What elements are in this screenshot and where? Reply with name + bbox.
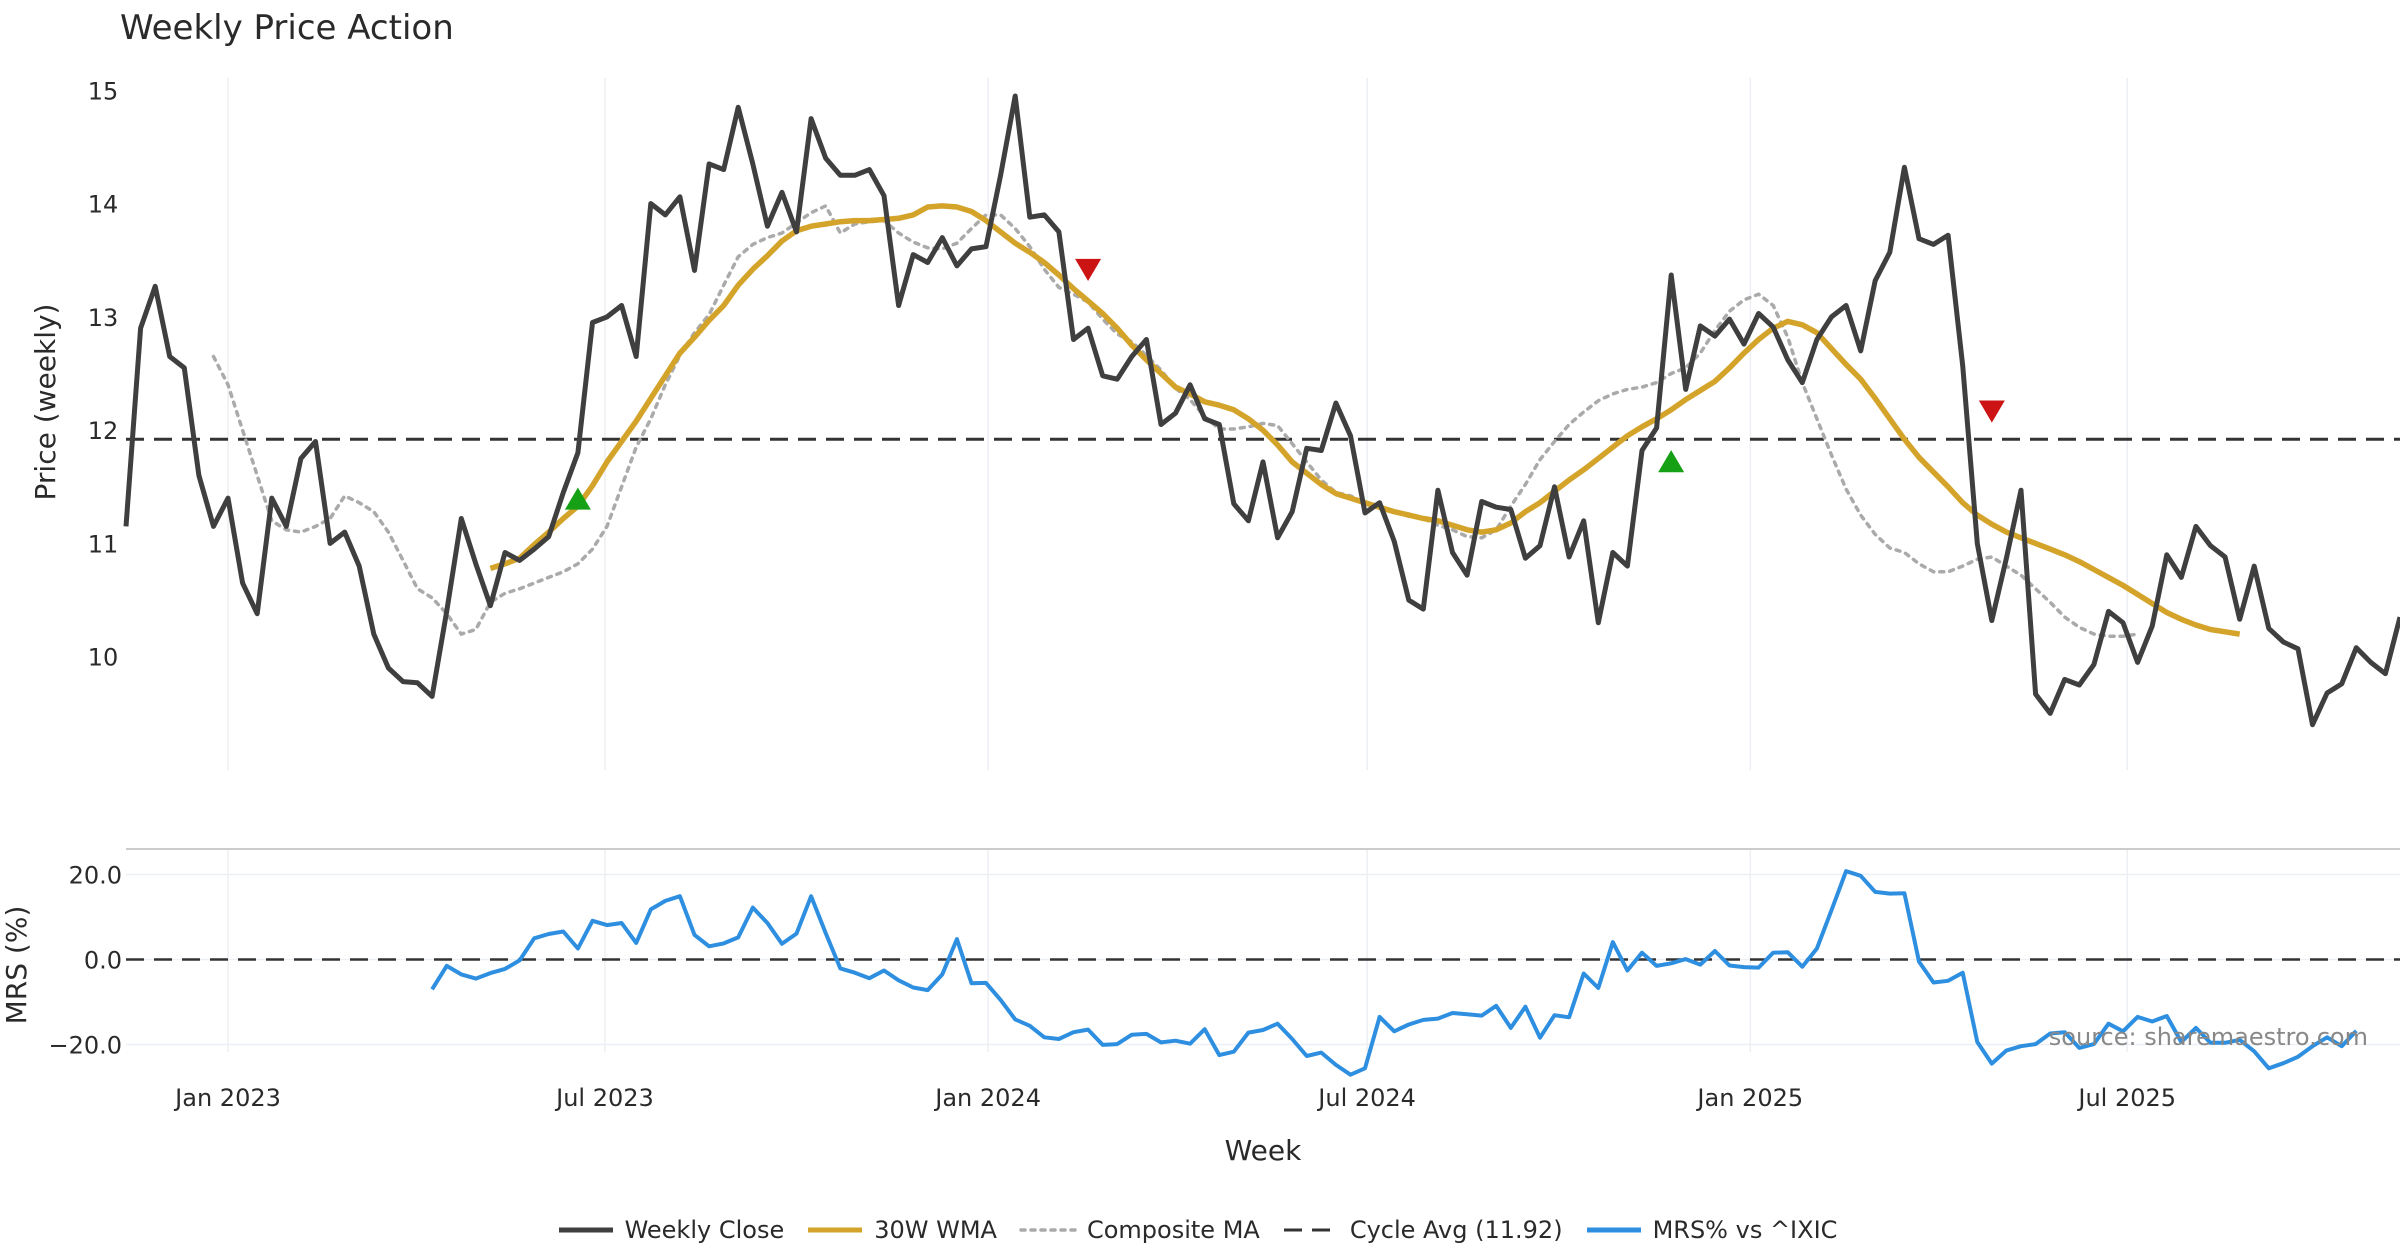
legend-swatch bbox=[1283, 1228, 1338, 1232]
legend-item: MRS% vs ^IXIC bbox=[1585, 1216, 1838, 1244]
y-axis-title-price: Price (weekly) bbox=[29, 304, 62, 501]
signal-markers bbox=[564, 258, 2005, 510]
x-tick-label: Jan 2025 bbox=[1695, 1084, 1803, 1112]
legend-label: MRS% vs ^IXIC bbox=[1652, 1216, 1838, 1244]
mrs-y-tick-label: 0.0 bbox=[84, 947, 122, 975]
x-tick-label: Jan 2023 bbox=[173, 1084, 281, 1112]
x-tick-label: Jul 2025 bbox=[2076, 1084, 2176, 1112]
price-y-tick-label: 15 bbox=[88, 77, 119, 105]
price-y-ticks: 10 11 12 13 14 15 bbox=[88, 77, 119, 671]
buy-signal-marker bbox=[1658, 450, 1685, 473]
sell-signal-marker bbox=[1075, 258, 1102, 281]
wma-30w-line bbox=[489, 203, 2241, 637]
buy-signal-marker bbox=[564, 487, 591, 510]
legend-label: Cycle Avg (11.92) bbox=[1349, 1216, 1563, 1244]
legend-swatch bbox=[1019, 1228, 1077, 1232]
legend-swatch bbox=[1586, 1227, 1641, 1233]
legend-label: Composite MA bbox=[1086, 1216, 1260, 1244]
mrs-line bbox=[430, 869, 2358, 1077]
legend-item: Weekly Close bbox=[557, 1216, 785, 1244]
mrs-gridlines bbox=[126, 850, 2400, 1052]
mrs-y-tick-label: 20.0 bbox=[69, 862, 122, 890]
legend-swatch bbox=[808, 1227, 863, 1233]
x-tick-label: Jan 2024 bbox=[933, 1084, 1041, 1112]
price-gridlines bbox=[227, 78, 2128, 770]
sell-signal-marker bbox=[1978, 400, 2005, 423]
price-y-tick-label: 12 bbox=[88, 417, 119, 445]
legend-label: 30W WMA bbox=[874, 1216, 997, 1244]
price-y-tick-label: 10 bbox=[88, 644, 119, 672]
source-annotation: source: sharemaestro.com bbox=[2049, 1023, 2368, 1051]
price-chart: Weekly Price Action 10 11 12 13 14 15 20.0 0.0… bbox=[0, 8, 2400, 1167]
legend-swatch bbox=[558, 1227, 613, 1233]
legend-label: Weekly Close bbox=[624, 1216, 785, 1244]
mrs-y-tick-label: −20.0 bbox=[48, 1032, 122, 1060]
weekly-close-line bbox=[123, 93, 2400, 728]
x-tick-label: Jul 2023 bbox=[554, 1084, 654, 1112]
chart-legend: Weekly Close 30W WMA Composite MA Cycle Avg… bbox=[0, 1212, 2400, 1248]
price-y-tick-label: 14 bbox=[88, 191, 119, 219]
x-axis-title: Week bbox=[1225, 1134, 1302, 1167]
x-tick-label: Jul 2024 bbox=[1316, 1084, 1416, 1112]
mrs-y-ticks: 20.0 0.0 −20.0 bbox=[48, 862, 122, 1060]
x-axis-ticks: Jan 2023 Jul 2023 Jan 2024 Jul 2024 Jan 2025… bbox=[173, 1084, 2176, 1112]
legend-item: Cycle Avg (11.92) bbox=[1282, 1216, 1563, 1244]
y-axis-title-mrs: MRS (%) bbox=[0, 906, 33, 1025]
chart-title: Weekly Price Action bbox=[120, 8, 454, 48]
legend-item: 30W WMA bbox=[806, 1216, 997, 1244]
price-y-tick-label: 11 bbox=[88, 530, 119, 558]
price-y-tick-label: 13 bbox=[88, 304, 119, 332]
legend-item: Composite MA bbox=[1019, 1216, 1260, 1244]
